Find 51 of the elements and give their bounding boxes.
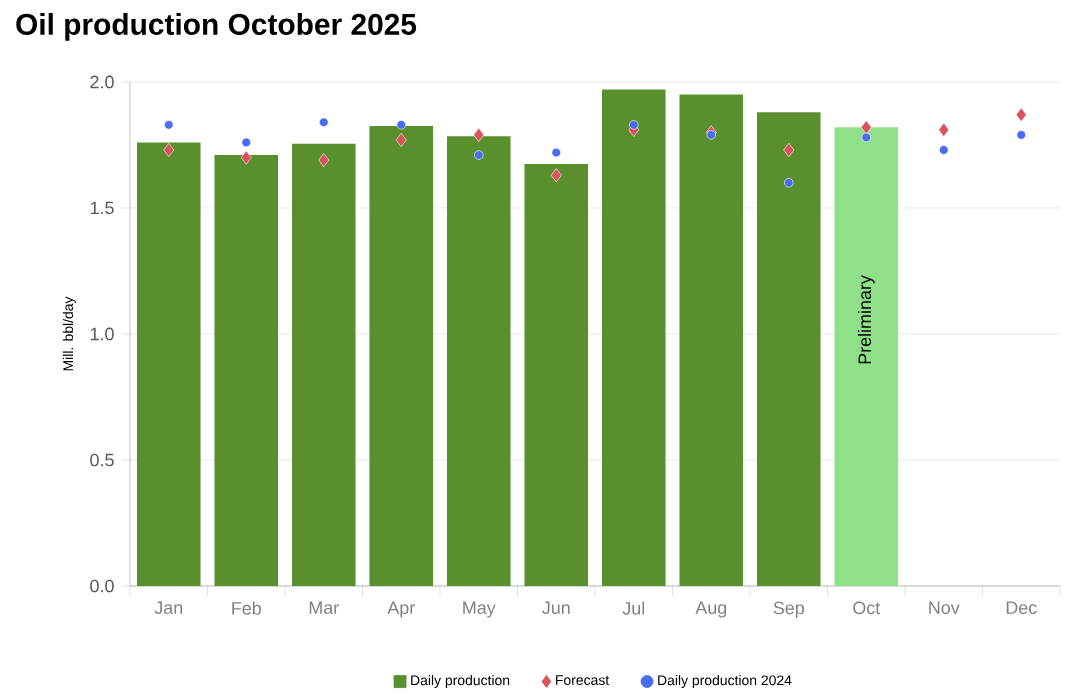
point	[939, 145, 949, 155]
y-tick-label: 1.5	[90, 201, 114, 215]
x-tick-label: Jan	[154, 601, 183, 615]
y-tick-label: 1.0	[90, 327, 114, 341]
point	[629, 120, 639, 130]
bar	[601, 89, 666, 586]
point	[319, 117, 329, 127]
y-tick-label: 2.0	[90, 75, 114, 89]
bar	[834, 127, 899, 586]
point	[474, 150, 484, 160]
chart-title: Oil production October 2025	[16, 12, 417, 41]
point	[551, 147, 561, 158]
bar	[524, 163, 589, 586]
point	[241, 137, 251, 148]
x-tick-label: Jun	[542, 601, 570, 615]
point	[1016, 130, 1026, 140]
bar	[369, 126, 434, 586]
y-tick-label: 0.5	[90, 453, 114, 467]
bar	[679, 94, 744, 586]
x-tick-label: Dec	[1006, 601, 1037, 615]
point	[164, 120, 174, 130]
bar	[136, 142, 201, 586]
point	[395, 132, 407, 148]
x-tick-label: Nov	[929, 601, 960, 615]
bar	[446, 136, 511, 586]
point	[550, 168, 562, 183]
x-tick-label: Aug	[695, 601, 727, 618]
point	[163, 142, 175, 158]
point	[861, 132, 871, 143]
point	[473, 127, 485, 142]
point	[783, 142, 795, 158]
x-tick-label: May	[463, 601, 496, 618]
y-tick-label: 0.0	[90, 579, 114, 593]
bar	[214, 155, 279, 586]
annotation: Preliminary	[857, 275, 875, 364]
point	[706, 130, 716, 140]
x-tick-label: Oct	[853, 601, 881, 615]
point	[938, 122, 950, 137]
x-tick-label: Jul	[622, 601, 645, 615]
bar	[291, 143, 356, 586]
x-tick-label: Sep	[773, 601, 804, 618]
x-tick-label: Mar	[309, 601, 339, 615]
point	[784, 178, 794, 188]
x-tick-label: Apr	[387, 601, 415, 618]
point	[396, 120, 406, 130]
x-tick-label: Feb	[232, 601, 261, 615]
point	[240, 150, 252, 165]
point	[318, 152, 330, 168]
point	[860, 120, 872, 135]
bar	[757, 112, 821, 586]
point	[1015, 107, 1027, 122]
